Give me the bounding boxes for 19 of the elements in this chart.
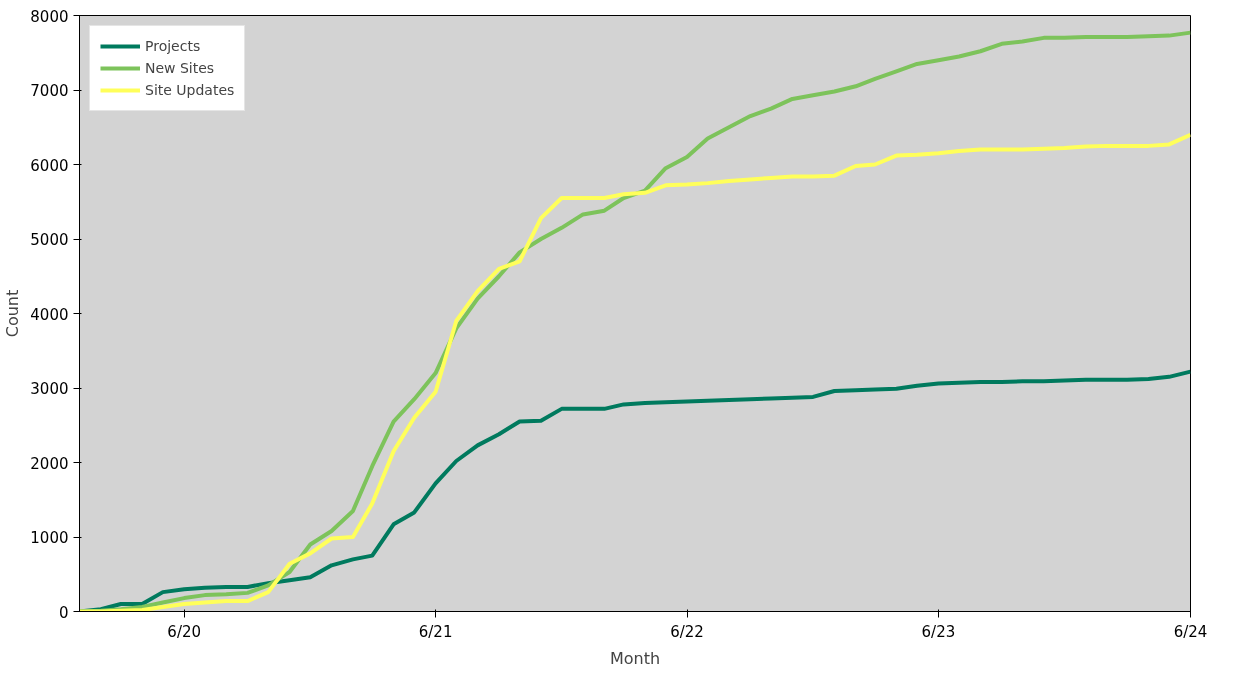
legend-label: New Sites (145, 60, 215, 76)
x-axis-title: Month (609, 648, 661, 668)
y-tick-label: 4000 (30, 305, 69, 324)
y-tick-label: 8000 (30, 7, 69, 26)
y-tick-label: 3000 (30, 380, 69, 398)
x-tick-label: 6/22 (670, 622, 704, 641)
x-tick-label: 6/24 (1173, 622, 1208, 641)
y-tick-label: 6000 (30, 156, 69, 175)
legend-label: Site Updates (145, 82, 235, 98)
y-tick-label: 7000 (30, 82, 69, 100)
y-tick-label: 1000 (30, 529, 69, 547)
x-tick-label: 6/21 (418, 622, 453, 641)
y-tick-label: 2000 (30, 454, 69, 473)
y-axis-title: Count (3, 289, 23, 338)
y-tick-label: 0 (58, 603, 69, 622)
x-tick-label: 6/20 (167, 622, 202, 641)
legend-label: Projects (145, 38, 201, 54)
x-tick-label: 6/23 (921, 622, 956, 641)
y-tick-label: 5000 (30, 231, 69, 249)
